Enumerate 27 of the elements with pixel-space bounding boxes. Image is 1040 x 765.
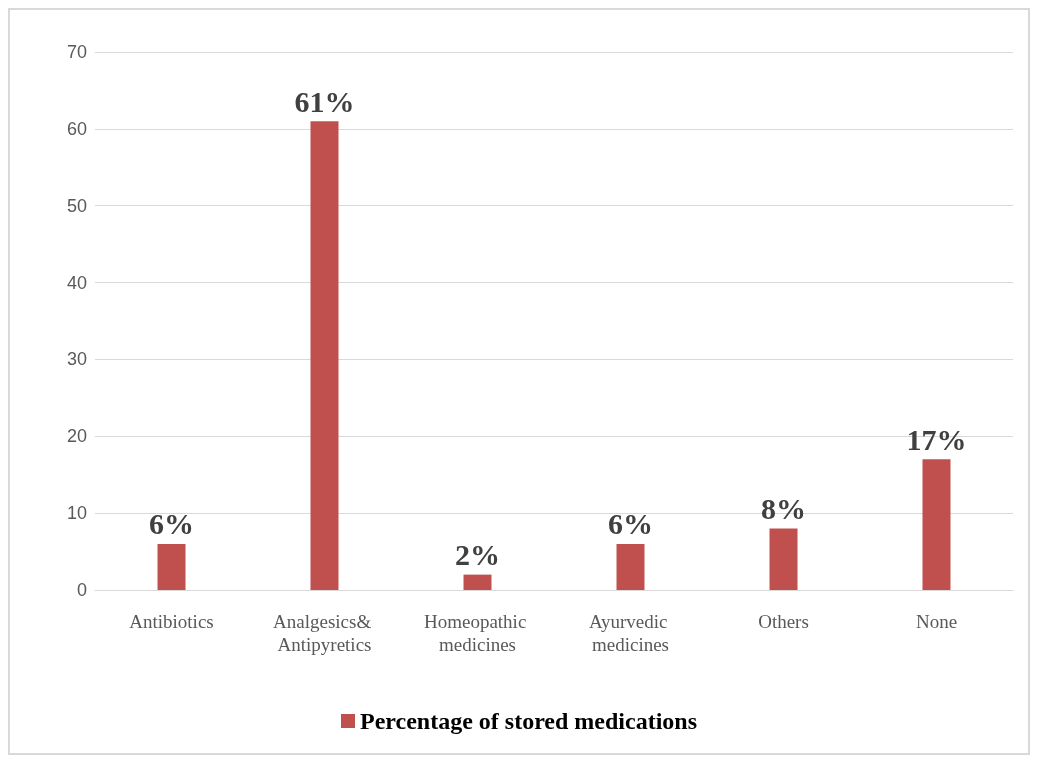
y-tick-label: 0 [76,580,87,600]
bar [616,543,645,590]
data-label: 17% [906,422,967,456]
bar [922,459,951,590]
y-tick-label: 20 [66,426,87,447]
y-tick-label: 70 [66,42,87,62]
data-label: 6% [608,507,653,541]
x-tick-label: Homeopathic medicines [423,611,532,655]
x-tick-label: Ayurvedic medicines [588,611,673,655]
x-tick-label: Antibiotics [129,611,214,632]
y-tick-label: 40 [66,272,87,293]
data-label: 61% [294,84,355,118]
bar [769,528,798,590]
x-tick-label: Analgesics& Antipyretics [273,611,376,655]
y-tick-label: 30 [66,349,87,370]
y-tick-label: 50 [66,195,87,216]
x-tick-label: Others [758,611,809,632]
bar [310,121,339,590]
y-tick-label: 10 [66,503,87,524]
data-label: 8% [761,492,806,526]
bar [463,574,492,590]
legend-label: Percentage of stored medications [359,708,698,734]
bar [157,543,186,590]
x-tick-label: None [915,611,958,632]
data-label: 6% [149,507,194,541]
data-label: 2% [455,538,500,572]
y-tick-label: 60 [66,118,87,139]
